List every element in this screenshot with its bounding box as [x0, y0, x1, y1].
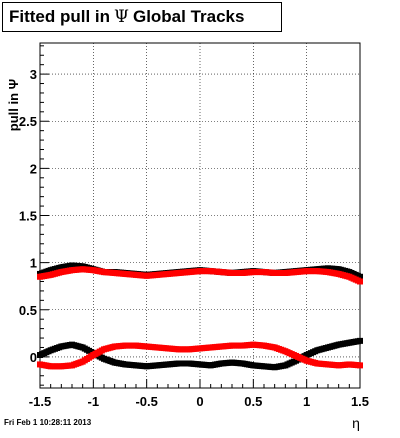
series-3	[37, 337, 363, 371]
y-tick-label: 2.5	[19, 114, 37, 129]
x-axis-label: η	[352, 415, 360, 431]
series-4	[37, 341, 363, 370]
title-prefix: Fitted pull in	[9, 7, 111, 26]
tick-labels: -1.5 -1 -0.5 0 0.5 1 1.5 0 0.5 1 1.5 2 2.5 3	[19, 67, 369, 409]
chart-title: Fitted pull in Ψ Global Tracks	[2, 2, 282, 32]
data-point	[357, 362, 363, 369]
x-tick-label: 1.5	[351, 394, 369, 409]
title-psi-symbol: Ψ	[114, 7, 129, 27]
y-tick-label: 0	[30, 350, 37, 365]
grid-lines	[40, 43, 360, 388]
y-tick-label: 1	[30, 256, 37, 271]
axis-ticks	[39, 45, 361, 388]
timestamp: Fri Feb 1 10:28:11 2013	[4, 418, 92, 427]
x-tick-label: -1	[88, 394, 100, 409]
x-tick-label: 0.5	[244, 394, 262, 409]
data-point	[357, 337, 363, 344]
y-tick-label: 1.5	[19, 209, 37, 224]
data-point	[357, 278, 363, 285]
x-tick-label: 1	[303, 394, 310, 409]
y-tick-label: 0.5	[19, 303, 37, 318]
title-suffix: Global Tracks	[132, 7, 245, 26]
x-tick-label: -0.5	[135, 394, 157, 409]
x-tick-label: 0	[196, 394, 203, 409]
series-2	[37, 266, 363, 285]
y-tick-label: 3	[30, 67, 37, 82]
x-tick-label: -1.5	[29, 394, 51, 409]
y-axis-label: pull in Ψ	[6, 79, 21, 131]
y-tick-label: 2	[30, 161, 37, 176]
series-layer	[37, 262, 363, 371]
data-point	[357, 273, 363, 280]
